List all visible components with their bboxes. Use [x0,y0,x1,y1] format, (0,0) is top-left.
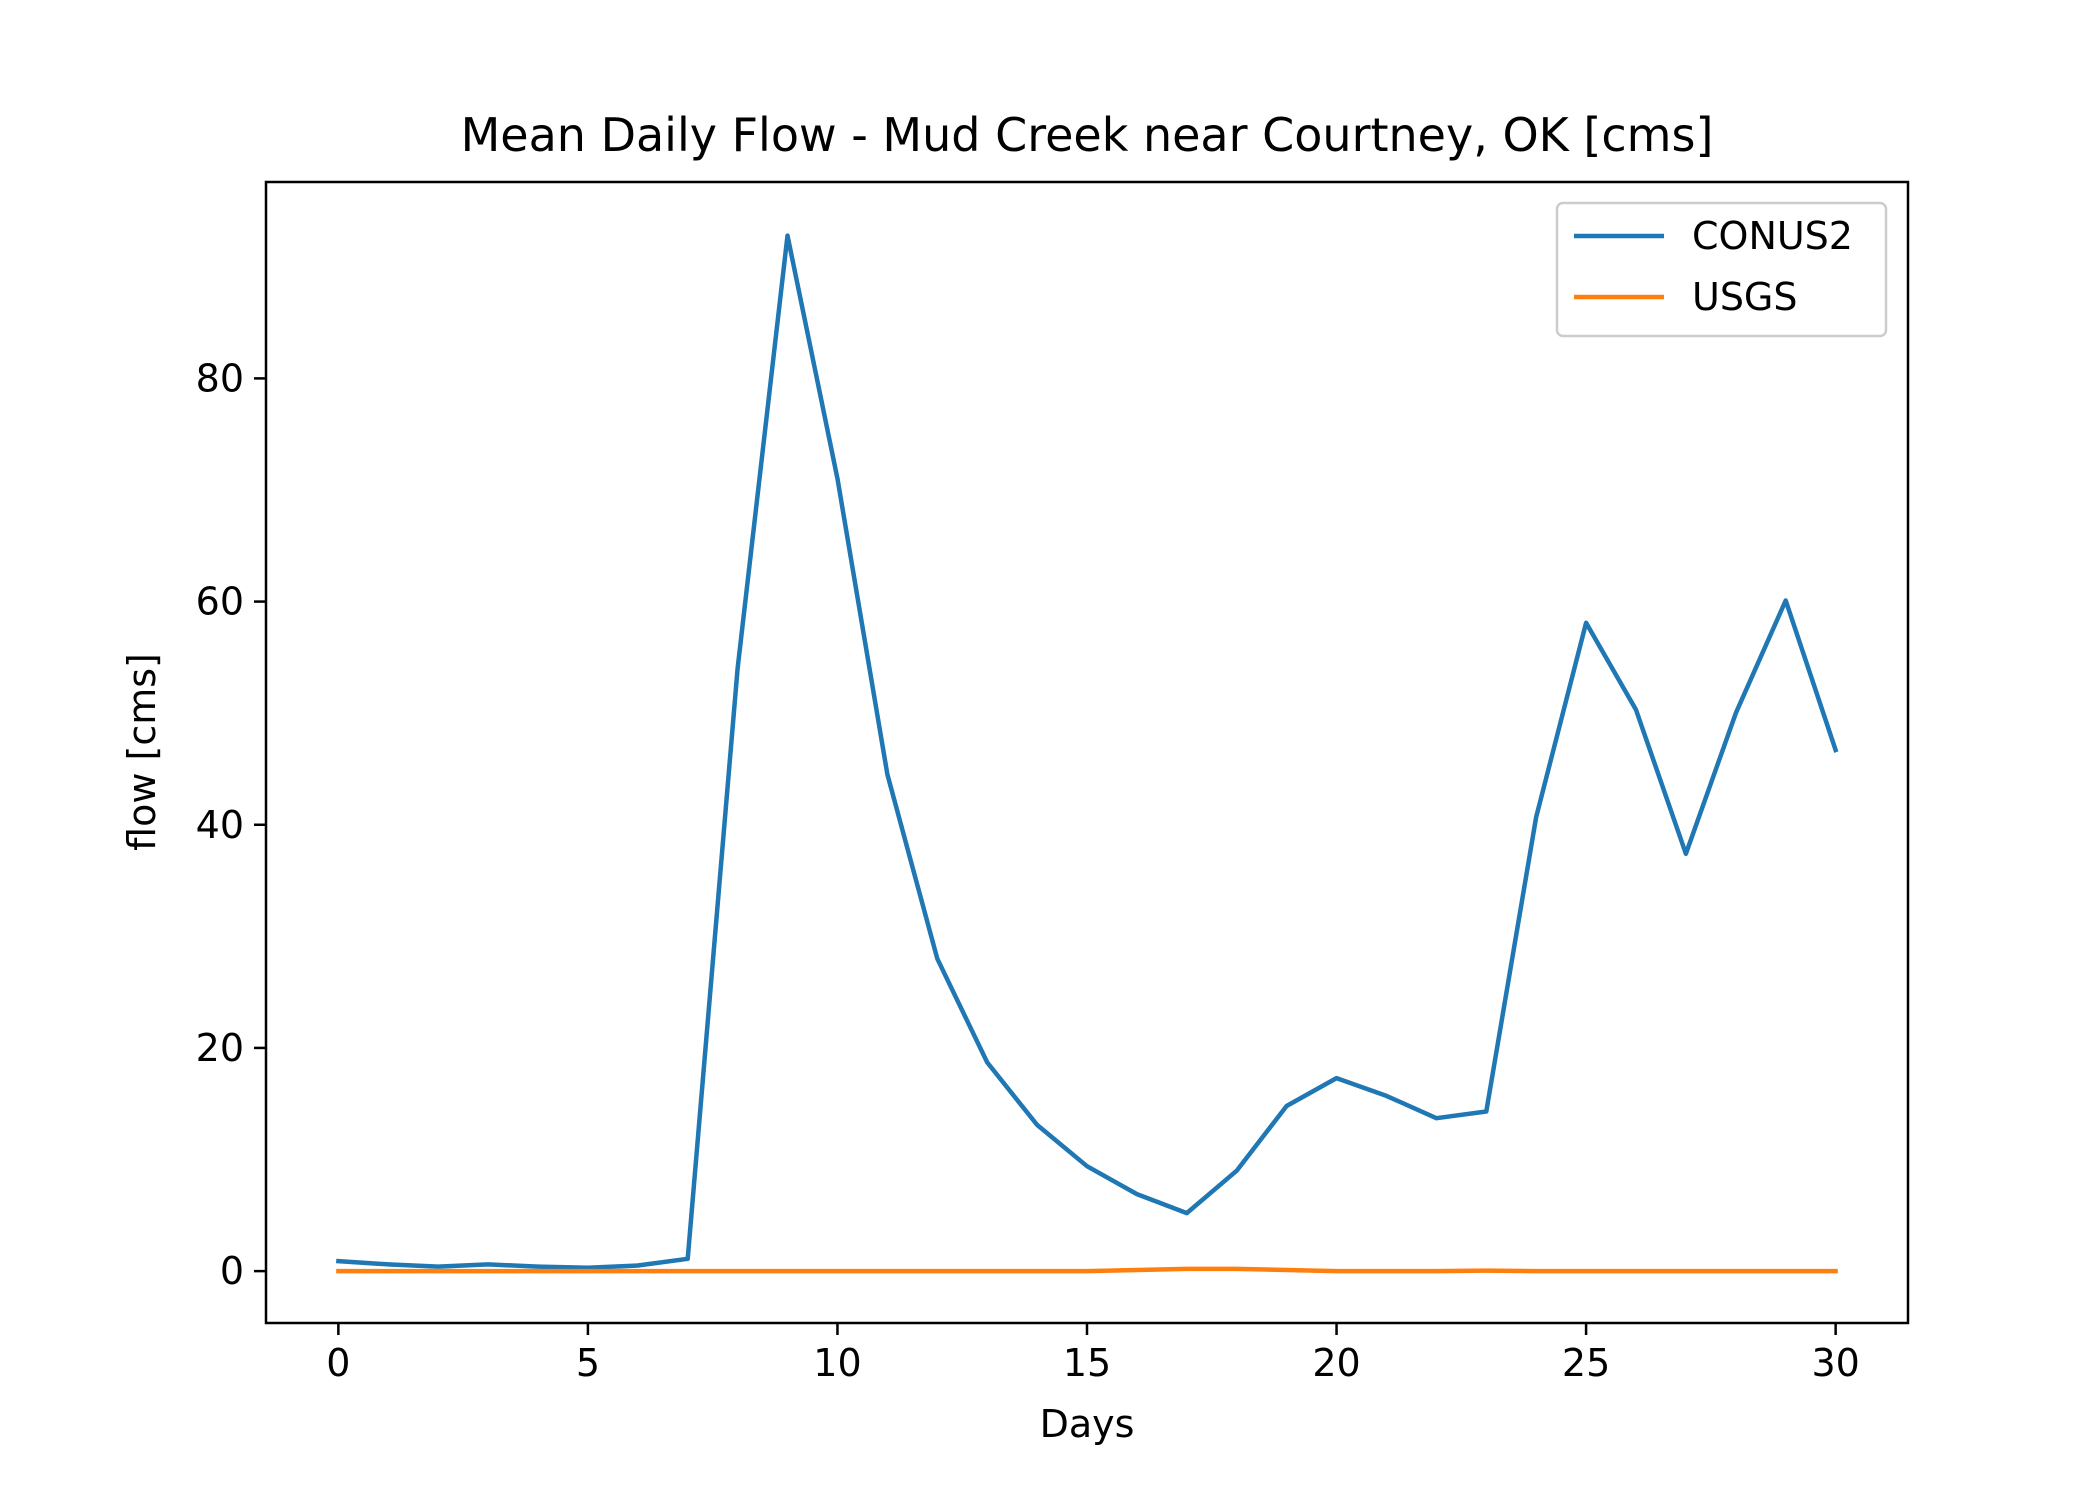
legend-label-usgs: USGS [1692,275,1798,319]
x-tick-label: 30 [1811,1341,1859,1385]
x-tick-label: 20 [1312,1341,1360,1385]
y-tick-label: 40 [196,803,244,847]
series-layer [336,233,1839,1274]
chart-title: Mean Daily Flow - Mud Creek near Courtne… [461,108,1714,162]
ticks-layer: 0 5 10 15 20 25 30 0 20 40 60 80 [196,356,1860,1385]
x-tick-label: 10 [813,1341,861,1385]
y-tick-label: 0 [220,1249,244,1293]
y-tick-label: 60 [196,580,244,624]
legend-label-conus2: CONUS2 [1692,214,1853,258]
y-axis-label: flow [cms] [120,653,164,851]
plot-frame [264,180,1910,1325]
x-tick-label: 25 [1562,1341,1610,1385]
x-tick-label: 0 [326,1341,350,1385]
x-axis-label: Days [1040,1402,1135,1446]
legend: CONUS2 USGS [1555,201,1888,338]
series-line-usgs [336,1266,1838,1274]
series-line-conus2 [336,233,1839,1271]
y-tick-label: 20 [196,1026,244,1070]
y-tick-label: 80 [196,356,244,400]
x-tick-label: 5 [576,1341,600,1385]
x-tick-label: 15 [1063,1341,1111,1385]
